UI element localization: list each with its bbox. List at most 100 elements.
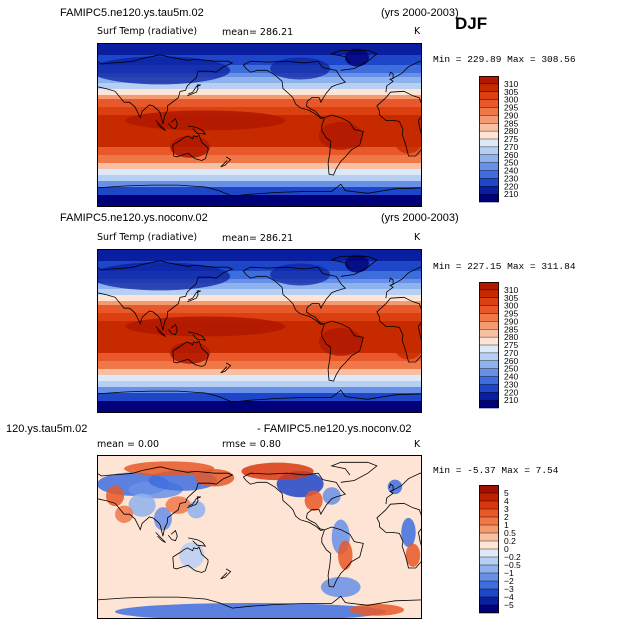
colorbar-swatch xyxy=(479,597,499,606)
panel-2-mean: mean= 286.21 xyxy=(222,233,294,244)
colorbar-label: 3 xyxy=(504,504,509,514)
hot-spot xyxy=(169,341,210,364)
panel-3-title: 120.ys.tau5m.02 xyxy=(6,423,88,435)
coastline-greenland xyxy=(330,255,378,277)
coastline-africa xyxy=(376,296,422,363)
colorbar-label: −0.5 xyxy=(504,560,521,570)
coastline-sumatra xyxy=(155,326,166,337)
diff-anomaly xyxy=(241,462,314,481)
colorbar-swatch xyxy=(479,107,499,116)
temp-band xyxy=(97,289,422,292)
temp-band xyxy=(97,169,422,172)
temp-band xyxy=(97,143,422,146)
diff-anomaly xyxy=(405,543,421,567)
colorbar-label: 2 xyxy=(504,512,509,522)
temp-band xyxy=(97,185,422,188)
colorbar-label: 275 xyxy=(504,134,518,144)
temp-band xyxy=(97,355,422,358)
diff-anomaly xyxy=(187,500,206,519)
temp-band xyxy=(97,279,422,282)
coastline-newguinea xyxy=(188,537,207,547)
temp-band xyxy=(97,379,422,382)
colorbar-swatch xyxy=(479,517,499,526)
coastline-newzealand xyxy=(220,568,232,580)
coastline-antarctica xyxy=(97,595,422,609)
hot-spot xyxy=(318,327,363,356)
temp-band xyxy=(97,259,422,262)
temp-band xyxy=(97,51,422,54)
colorbar-label: −1 xyxy=(504,568,514,578)
colorbar-label: 260 xyxy=(504,150,518,160)
colorbar-swatch xyxy=(479,115,499,124)
colorbar-label: 230 xyxy=(504,379,518,389)
diff-anomaly xyxy=(320,576,361,598)
hot-spot xyxy=(169,135,210,158)
colorbar-label: 4 xyxy=(504,496,509,506)
coastline-antarctica xyxy=(97,183,422,197)
coastline-eurasia xyxy=(97,466,234,537)
temp-band xyxy=(97,131,422,134)
coastline-uk xyxy=(389,71,394,80)
colorbar-label: −4 xyxy=(504,592,514,602)
colorbar-label: 305 xyxy=(504,293,518,303)
temp-band xyxy=(97,77,422,80)
temp-band xyxy=(97,387,422,390)
coastline-europe xyxy=(385,60,422,93)
temp-band xyxy=(97,157,422,160)
temp-band xyxy=(97,281,422,284)
cold-region xyxy=(97,262,231,291)
panel-3-map xyxy=(97,455,422,619)
temp-band xyxy=(97,57,422,60)
temp-band xyxy=(97,409,422,412)
temp-band xyxy=(97,153,422,156)
temp-band xyxy=(97,399,422,402)
colorbar-swatch xyxy=(479,352,499,362)
temp-band xyxy=(97,111,422,114)
temp-band xyxy=(97,395,422,398)
coastline-australia xyxy=(172,340,209,367)
temp-band xyxy=(97,353,422,356)
colorbar-label: 0 xyxy=(504,544,509,554)
temp-band xyxy=(97,305,422,308)
temp-band xyxy=(97,53,422,56)
coastline-eurasia xyxy=(97,260,234,331)
colorbar-swatch xyxy=(479,305,499,314)
temp-band xyxy=(97,283,422,286)
panel-1-variable: Surf Temp (radiative) xyxy=(97,26,198,37)
colorbar-label: 0.5 xyxy=(504,528,516,538)
temp-band xyxy=(97,159,422,162)
cold-region xyxy=(345,48,369,67)
temp-band xyxy=(97,267,422,270)
colorbar-label: 250 xyxy=(504,158,518,168)
temp-band xyxy=(97,141,422,144)
temp-band xyxy=(97,105,422,108)
colorbar-label: 285 xyxy=(504,324,518,334)
temp-band xyxy=(97,309,422,312)
temp-band xyxy=(97,285,422,288)
temp-band xyxy=(97,351,422,354)
colorbar-swatch xyxy=(479,154,499,163)
panel-3-units: K xyxy=(414,439,421,450)
temp-band xyxy=(97,171,422,174)
temp-band xyxy=(97,89,422,92)
temp-band xyxy=(97,271,422,274)
temp-band xyxy=(97,253,422,256)
panel-1-colorbar: 310 305 300 295 290 285 280 275 270 260 250 240 230 2… xyxy=(479,76,518,203)
colorbar-swatch xyxy=(479,99,499,108)
colorbar-swatch xyxy=(479,337,499,346)
colorbar-label: 290 xyxy=(504,110,518,120)
colorbar-label: 220 xyxy=(504,387,518,397)
colorbar-swatch xyxy=(479,313,499,322)
temp-band xyxy=(97,161,422,164)
colorbar-label: 230 xyxy=(504,173,518,183)
temp-band xyxy=(97,359,422,362)
colorbar-label: 295 xyxy=(504,103,518,113)
colorbar-swatch xyxy=(479,289,499,299)
colorbar-swatch xyxy=(479,485,499,494)
temp-band xyxy=(97,277,422,280)
temp-band xyxy=(97,49,422,52)
temp-band xyxy=(97,163,422,166)
colorbar-label: 1 xyxy=(504,520,509,530)
temp-band xyxy=(97,63,422,66)
colorbar-swatch xyxy=(479,76,499,85)
